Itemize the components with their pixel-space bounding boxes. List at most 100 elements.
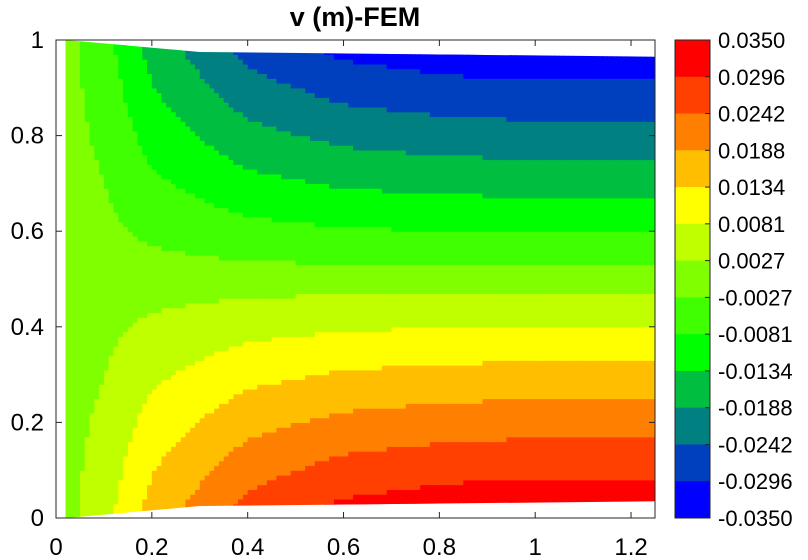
contour-cell (142, 331, 148, 337)
contour-cell (266, 169, 273, 175)
contour-cell (252, 183, 258, 189)
contour-cell (266, 87, 273, 94)
contour-cell (286, 73, 292, 79)
contour-cell (209, 312, 215, 318)
contour-cell (94, 436, 100, 443)
contour-cell (108, 498, 115, 505)
contour-cell (262, 336, 268, 342)
contour-cell (242, 436, 249, 443)
contour-cell (103, 451, 110, 457)
contour-cell (286, 212, 292, 218)
contour-cell (238, 298, 244, 304)
contour-cell (252, 63, 258, 70)
contour-cell (218, 216, 225, 223)
contour-cell (266, 508, 273, 514)
contour-cell (137, 197, 143, 204)
contour-cell (242, 159, 249, 165)
contour-cell (70, 135, 76, 141)
contour-cell (166, 479, 172, 486)
contour-cell (137, 264, 143, 271)
contour-cell (290, 169, 297, 175)
contour-cell (175, 479, 182, 486)
contour-cell (276, 503, 282, 510)
contour-cell (94, 154, 100, 161)
contour-cell (233, 474, 239, 481)
contour-cell (175, 54, 182, 60)
contour-cell (266, 412, 273, 419)
contour-cell (204, 183, 210, 189)
contour-cell (56, 250, 61, 255)
contour-cell (127, 255, 134, 261)
contour-cell (286, 455, 292, 462)
contour-cell (94, 221, 100, 228)
contour-cell (290, 274, 297, 280)
contour-cell (161, 503, 167, 510)
contour-cell (113, 192, 119, 199)
contour-cell (171, 40, 177, 46)
contour-cell (238, 140, 244, 146)
contour-cell (142, 451, 148, 457)
contour-cell (228, 451, 234, 457)
contour-cell (238, 44, 244, 51)
contour-cell (123, 326, 129, 333)
contour-cell (137, 470, 143, 476)
contour-cell (65, 159, 67, 165)
contour-cell (137, 350, 143, 357)
contour-cell (137, 460, 143, 467)
contour-cell (137, 317, 143, 323)
contour-cell (70, 207, 76, 213)
contour-cell (156, 455, 163, 462)
contour-cell (218, 49, 225, 55)
contour-cell (262, 183, 268, 189)
contour-cell (175, 159, 182, 165)
contour-cell (113, 288, 119, 294)
contour-cell (70, 140, 76, 146)
contour-cell (132, 207, 139, 213)
contour-cell (266, 374, 273, 380)
contour-cell (161, 508, 167, 514)
contour-cell (290, 221, 297, 228)
contour-cell (166, 255, 172, 261)
contour-cell (156, 283, 163, 290)
contour-cell (247, 436, 254, 443)
contour-cell (108, 341, 115, 347)
contour-cell (65, 111, 67, 118)
contour-cell (194, 59, 201, 65)
contour-cell (199, 341, 206, 347)
contour-cell (161, 498, 167, 505)
contour-cell (56, 188, 61, 193)
contour-cell (214, 494, 220, 500)
contour-cell (123, 388, 129, 395)
contour-cell (84, 513, 91, 518)
contour-cell (89, 164, 95, 170)
contour-cell (132, 116, 139, 122)
contour-cell (113, 216, 119, 223)
contour-cell (151, 393, 158, 400)
contour-cell (185, 212, 191, 218)
contour-cell (108, 451, 115, 457)
contour-cell (142, 264, 148, 271)
contour-cell (79, 207, 86, 213)
contour-cell (281, 78, 287, 84)
contour-cell (199, 355, 206, 361)
contour-cell (166, 455, 172, 462)
contour-cell (65, 169, 71, 175)
contour-cell (257, 102, 263, 108)
contour-cell (190, 503, 196, 510)
contour-cell (175, 283, 182, 290)
contour-cell (79, 417, 86, 423)
contour-cell (132, 336, 139, 342)
contour-cell (238, 97, 244, 103)
contour-cell (171, 59, 177, 65)
contour-cell (75, 465, 81, 471)
contour-cell (156, 255, 163, 261)
contour-cell (180, 412, 186, 419)
contour-cell (142, 116, 148, 122)
contour-cell (127, 231, 134, 237)
contour-cell (228, 73, 234, 79)
contour-cell (75, 178, 81, 184)
contour-cell (223, 369, 230, 376)
contour-cell (281, 73, 287, 79)
contour-cell (175, 245, 182, 251)
contour-cell (199, 403, 206, 409)
